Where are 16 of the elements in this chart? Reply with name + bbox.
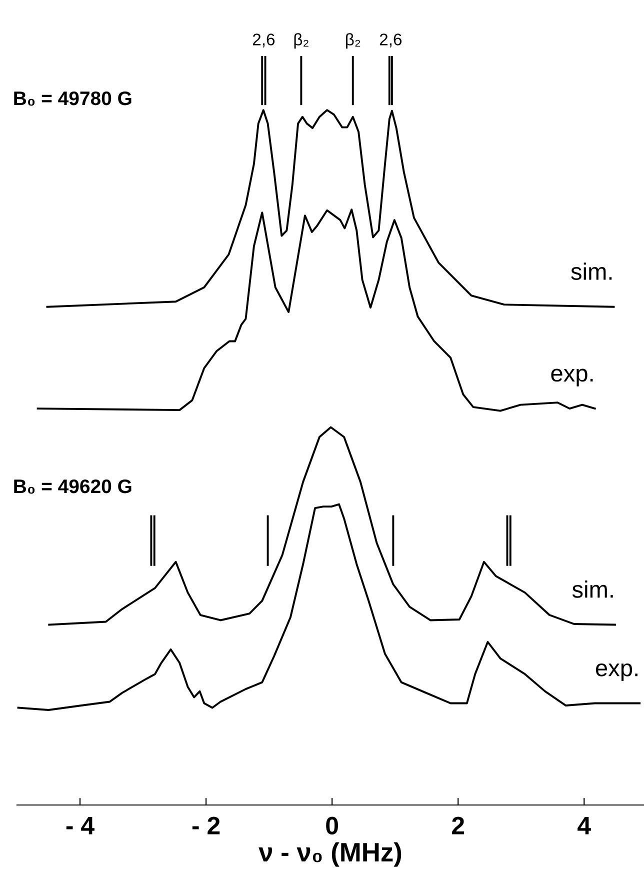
series-label: sim. <box>572 580 613 598</box>
annotation: 2,6 <box>252 34 275 48</box>
annotation: β₂ <box>346 33 360 49</box>
series-label: exp. <box>596 663 638 682</box>
x-tick-label: 0 <box>326 816 338 834</box>
annotation: B₀ = 49780 G <box>14 91 132 106</box>
x-tick-label: 2 <box>452 816 464 834</box>
series-label: sim. <box>571 262 612 280</box>
x-tick-label: - 2 <box>192 816 220 834</box>
x-tick-label: 4 <box>578 817 591 834</box>
annotation: 2,6 <box>380 34 402 48</box>
annotation: β₂ <box>294 33 308 49</box>
annotation: B₀ = 49620 G <box>14 479 132 494</box>
series-label: exp. <box>551 368 593 386</box>
x-axis-title: ν - ν₀ (MHz) <box>258 842 402 867</box>
x-tick-label: - 4 <box>66 817 94 834</box>
